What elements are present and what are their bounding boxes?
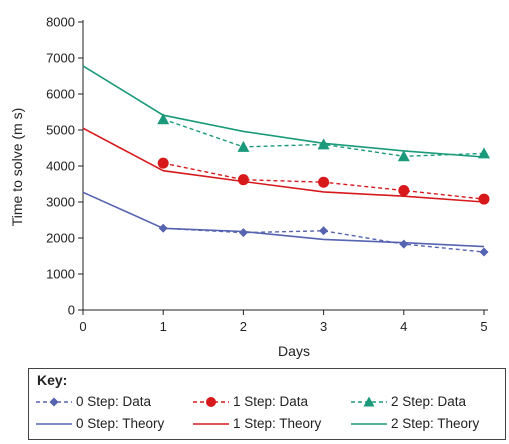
y-tick-label: 6000 — [46, 87, 75, 102]
data-point-1-step-data — [318, 176, 330, 188]
solid-line-icon — [193, 422, 229, 425]
legend-label: 0 Step: Theory — [76, 416, 165, 431]
legend-item-2-step-data: 2 Step: Data — [350, 394, 466, 409]
solid-line-icon — [36, 422, 72, 425]
series-line-2-step-data — [162, 118, 485, 158]
x-axis-label: Days — [278, 343, 310, 359]
legend-label: 2 Step: Theory — [391, 416, 480, 431]
series-line-0-step-data — [163, 227, 485, 253]
series-layer — [82, 65, 490, 257]
data-point-0-step-data — [479, 247, 489, 257]
data-point-0-step-data — [158, 223, 168, 233]
y-axis-label: Time to solve (m s) — [9, 108, 25, 227]
diamond-dashed-line-icon — [36, 397, 72, 406]
legend: Key: 0 Step: Data 1 Step: Data 2 Step: D… — [28, 368, 506, 440]
x-tick-label: 3 — [320, 319, 327, 334]
y-tick-label: 3000 — [46, 195, 75, 210]
y-tick-label: 4000 — [46, 159, 75, 174]
legend-item-1-step-theory: 1 Step: Theory — [192, 416, 321, 431]
y-tick-label: 1000 — [46, 267, 75, 282]
series-line-0-step-theory — [82, 191, 485, 248]
legend-label: 2 Step: Data — [391, 394, 467, 409]
x-tick-label: 0 — [79, 319, 86, 334]
series-line-1-step-theory — [82, 127, 485, 203]
legend-item-2-step-theory: 2 Step: Theory — [350, 416, 479, 431]
x-tick-label: 5 — [480, 319, 487, 334]
legend-item-0-step-data: 0 Step: Data — [35, 394, 151, 409]
legend-label: 0 Step: Data — [76, 394, 152, 409]
data-point-1-step-data — [237, 174, 249, 186]
x-tick-label: 1 — [160, 319, 167, 334]
data-point-2-step-data — [397, 150, 410, 162]
data-point-0-step-data — [319, 226, 329, 236]
y-tick-label: 5000 — [46, 123, 75, 138]
data-point-0-step-data — [399, 239, 409, 249]
data-point-1-step-data — [478, 193, 490, 205]
y-tick-label: 0 — [68, 303, 75, 318]
y-tick-label: 2000 — [46, 231, 75, 246]
x-tick-label: 2 — [240, 319, 247, 334]
solid-line-icon — [351, 422, 387, 425]
data-point-1-step-data — [157, 157, 169, 169]
data-point-0-step-data — [238, 228, 248, 238]
legend-title: Key: — [37, 372, 68, 388]
data-point-2-step-data — [237, 140, 250, 152]
series-line-2-step-theory — [82, 65, 485, 158]
data-point-2-step-data — [157, 113, 170, 125]
legend-label: 1 Step: Theory — [233, 416, 322, 431]
data-point-1-step-data — [398, 184, 410, 196]
legend-label: 1 Step: Data — [233, 394, 309, 409]
y-tick-label: 8000 — [46, 15, 75, 30]
y-tick-label: 7000 — [46, 51, 75, 66]
data-point-2-step-data — [478, 147, 490, 159]
data-point-2-step-data — [317, 138, 330, 150]
x-tick-label: 4 — [400, 319, 407, 334]
axes: 0 1000 2000 3000 4000 5000 6000 7000 8000 0 1 2 3 4 5 — [46, 15, 488, 334]
legend-item-1-step-data: 1 Step: Data — [192, 394, 308, 409]
legend-item-0-step-theory: 0 Step: Theory — [35, 416, 164, 431]
triangle-dashed-line-icon — [351, 396, 387, 406]
circle-dashed-line-icon — [193, 396, 229, 407]
